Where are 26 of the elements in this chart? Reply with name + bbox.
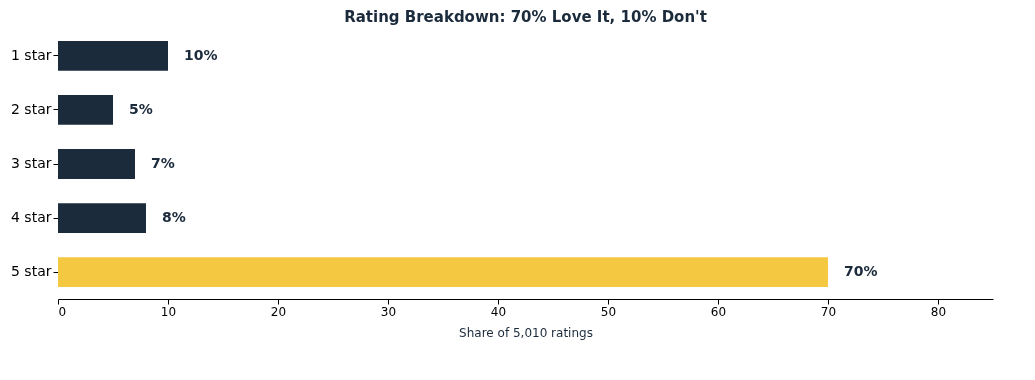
x-axis-title: Share of 5,010 ratings: [459, 325, 593, 340]
y-tick-label: 5 star: [11, 263, 52, 280]
bar: [58, 203, 146, 233]
x-tick-label: 70: [820, 304, 837, 319]
x-tick-label: 0: [58, 304, 67, 319]
bar: [58, 40, 168, 71]
x-tick-label: 60: [710, 304, 727, 319]
x-tick-label: 50: [600, 304, 617, 319]
bar: [58, 257, 828, 288]
x-tick-label: 20: [270, 304, 287, 319]
y-tick-label: 2 star: [11, 100, 52, 117]
x-tick-label: 30: [380, 304, 397, 319]
data-label: 10%: [184, 46, 218, 63]
y-tick-label: 3 star: [11, 155, 52, 171]
bar: [58, 149, 135, 179]
data-label: 70%: [844, 263, 878, 280]
x-tick-label: 10: [160, 304, 177, 319]
y-tick-label: 1 star: [11, 46, 52, 63]
chart-title: Rating Breakdown: 70% Love It, 10% Don't: [344, 8, 707, 26]
y-tick-label: 4 star: [11, 209, 52, 226]
data-label: 5%: [129, 100, 153, 117]
x-tick-label: 80: [930, 304, 947, 319]
x-tick-label: 40: [490, 304, 507, 319]
data-label: 7%: [151, 155, 175, 171]
bar: [58, 95, 113, 125]
data-label: 8%: [162, 209, 186, 226]
